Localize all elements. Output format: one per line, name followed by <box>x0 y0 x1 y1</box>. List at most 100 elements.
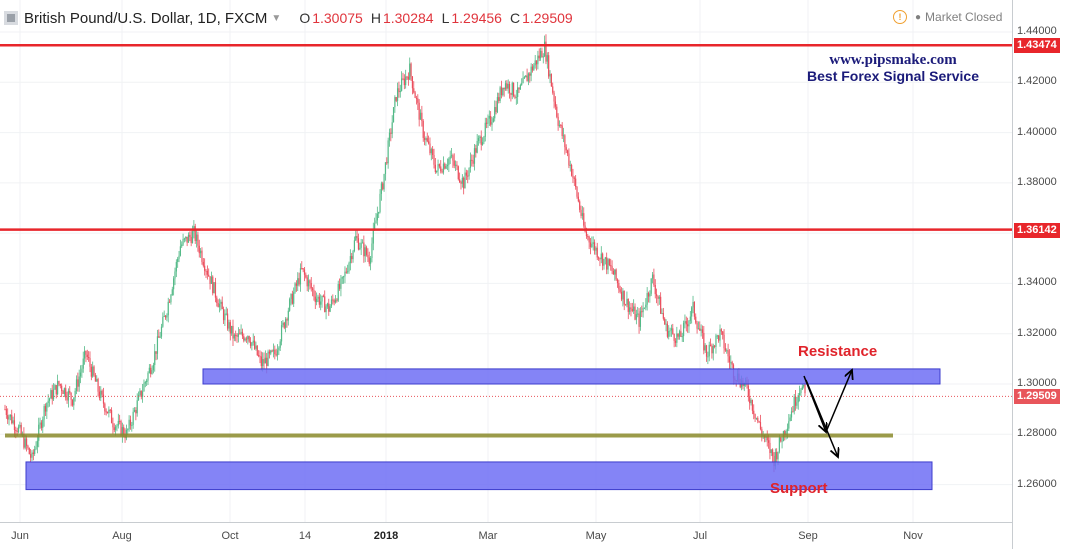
candle-body <box>247 336 249 340</box>
candle-body <box>322 295 324 297</box>
high-label: H <box>370 10 381 26</box>
candle-body <box>38 424 40 441</box>
candle-body <box>249 341 252 346</box>
candle-body <box>603 259 605 266</box>
candle-body <box>591 243 593 247</box>
candle-body <box>148 367 150 373</box>
chart-area[interactable] <box>0 0 1012 522</box>
candle-body <box>47 400 49 403</box>
time-tick-label: Jun <box>11 530 29 542</box>
candle-body <box>786 428 789 432</box>
candle-body <box>691 307 693 317</box>
candle-body <box>790 411 793 418</box>
candle-body <box>654 284 656 295</box>
candle-body <box>185 236 187 239</box>
candle-body <box>146 380 148 383</box>
candle-body <box>623 290 625 305</box>
watermark-url: www.pipsmake.com <box>829 52 957 68</box>
candle-body <box>293 292 295 304</box>
candle-body <box>660 296 662 314</box>
candle-body <box>317 296 319 299</box>
candle-body <box>200 250 202 254</box>
candle-body <box>500 87 503 96</box>
time-axis[interactable]: Jun Aug Oct 14 2018 Mar May Jul Sep Nov <box>0 522 1012 550</box>
candle-body <box>434 164 436 173</box>
candle-body <box>414 92 416 98</box>
candle-body <box>336 299 338 301</box>
candle-body <box>587 236 589 238</box>
candle-body <box>392 107 395 123</box>
candle-body <box>565 147 567 151</box>
candle-body <box>537 55 539 65</box>
candle-body <box>647 293 650 297</box>
candle-body <box>275 354 277 356</box>
candle-body <box>217 303 219 308</box>
candle-body <box>345 271 347 273</box>
candle-body <box>294 283 296 293</box>
candle-body <box>274 349 276 355</box>
candle-body <box>445 166 447 169</box>
price-tick-label: 1.26000 <box>1017 477 1057 490</box>
candle-body <box>97 379 99 392</box>
candle-body <box>116 425 118 427</box>
candle-body <box>156 336 159 354</box>
candle-body <box>573 177 575 179</box>
warning-icon[interactable]: ! <box>893 10 907 24</box>
candle-body <box>160 326 163 337</box>
candle-body <box>444 163 446 169</box>
candle-body <box>645 304 647 308</box>
price-axis[interactable]: 1.440001.420001.400001.380001.360001.340… <box>1012 0 1067 549</box>
candle-body <box>372 229 374 244</box>
candle-body <box>502 87 504 96</box>
candle-body <box>349 256 351 264</box>
candle-body <box>291 293 293 304</box>
price-tag: 1.29509 <box>1014 389 1060 405</box>
candle-body <box>401 78 403 91</box>
price-chart[interactable] <box>0 0 1012 522</box>
candle-body <box>722 331 724 335</box>
candle-body <box>152 365 154 371</box>
projection-arrow <box>805 379 838 457</box>
candle-body <box>552 86 554 93</box>
candle-body <box>298 278 300 285</box>
candle-body <box>772 449 774 456</box>
candle-body <box>449 156 451 159</box>
candle-body <box>631 309 633 311</box>
candle-body <box>272 349 275 352</box>
candle-body <box>773 455 775 467</box>
candle-body <box>604 257 606 260</box>
candle-body <box>260 356 262 367</box>
candle-body <box>61 385 63 392</box>
candle-body <box>561 125 563 137</box>
candle-body <box>235 334 237 336</box>
symbol-title[interactable]: British Pound/U.S. Dollar, 1D, FXCM <box>24 9 268 27</box>
candle-body <box>178 255 180 259</box>
candle-body <box>380 183 382 194</box>
candle-body <box>440 166 442 172</box>
watermark-tagline: Best Forex Signal Service <box>807 68 979 84</box>
candle-body <box>454 164 457 166</box>
candle-body <box>383 173 385 190</box>
candle-body <box>251 342 253 346</box>
chevron-down-icon[interactable]: ▼ <box>271 12 282 24</box>
candle-body <box>123 427 125 436</box>
candle-body <box>190 236 192 243</box>
candle-body <box>52 389 55 400</box>
candle-body <box>82 358 84 369</box>
candle-body <box>109 409 111 411</box>
candle-body <box>589 242 592 247</box>
candle-body <box>751 400 753 411</box>
candle-body <box>58 381 60 385</box>
candle-body <box>371 243 373 259</box>
candle-body <box>646 293 648 305</box>
candle-body <box>4 409 6 411</box>
candle-body <box>302 268 304 270</box>
candle-body <box>13 420 16 431</box>
candle-body <box>757 417 759 422</box>
candle-body <box>767 440 770 443</box>
candle-body <box>750 400 752 404</box>
candle-body <box>8 416 10 420</box>
candle-body <box>475 148 477 153</box>
time-tick-label: Sep <box>798 530 818 542</box>
